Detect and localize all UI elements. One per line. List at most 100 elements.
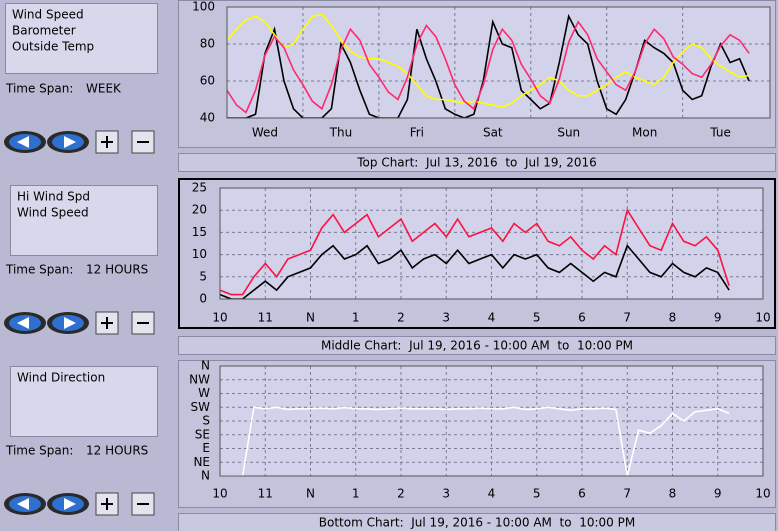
x-tick-label: N — [306, 311, 315, 325]
y-tick-label: 25 — [192, 181, 207, 195]
legend-box — [5, 3, 158, 74]
legend-entry: Outside Temp — [12, 40, 94, 54]
x-tick-label: 11 — [258, 311, 273, 325]
data-line — [220, 244, 730, 299]
y-tick-label: 60 — [200, 74, 215, 88]
zoom-out-button[interactable] — [131, 492, 155, 516]
x-tick-label: 10 — [212, 311, 227, 325]
y-tick-label: W — [198, 386, 210, 400]
x-tick-label: Sun — [557, 126, 580, 140]
zoom-in-button[interactable] — [95, 492, 119, 516]
x-tick-label: 7 — [623, 487, 631, 501]
chart-title: Top Chart: Jul 13, 2016 to Jul 19, 2016 — [356, 156, 596, 170]
zoom-in-button[interactable] — [95, 130, 119, 154]
y-tick-label: SW — [191, 400, 211, 414]
y-tick-label: E — [202, 441, 210, 455]
time-span-value: 12 HOURS — [86, 444, 148, 458]
y-tick-label: 40 — [200, 111, 215, 125]
chart-title: Middle Chart: Jul 19, 2016 - 10:00 AM to… — [321, 339, 633, 353]
y-tick-label: NW — [189, 372, 210, 386]
zoom-in-button[interactable] — [95, 311, 119, 335]
x-tick-label: Mon — [632, 126, 657, 140]
time-span-label: Time Span: — [5, 82, 73, 96]
x-tick-label: Thu — [329, 126, 353, 140]
x-tick-label: 2 — [397, 311, 405, 325]
controls-1 — [4, 130, 155, 154]
next-button[interactable] — [47, 312, 89, 334]
legend-entry: Wind Direction — [17, 371, 105, 385]
data-line — [220, 208, 730, 296]
y-tick-label: 10 — [192, 247, 207, 261]
controls-3 — [4, 492, 155, 516]
y-tick-label: 100 — [192, 0, 215, 14]
time-span-label: Time Span: — [5, 263, 73, 277]
time-span-value: WEEK — [86, 82, 122, 96]
plot-border — [219, 365, 764, 477]
x-tick-label: 4 — [488, 311, 496, 325]
next-button[interactable] — [47, 131, 89, 153]
chart-title: Bottom Chart: Jul 19, 2016 - 10:00 AM to… — [319, 516, 635, 530]
prev-button[interactable] — [4, 493, 46, 515]
caption-bar — [178, 336, 776, 355]
x-tick-label: 1 — [352, 487, 360, 501]
x-tick-label: Fri — [410, 126, 424, 140]
legend-entry: Wind Speed — [17, 206, 89, 220]
zoom-out-button[interactable] — [131, 311, 155, 335]
plot-border — [226, 6, 771, 119]
plot-border — [219, 187, 764, 300]
x-tick-label: 7 — [623, 311, 631, 325]
x-tick-label: Sat — [483, 126, 503, 140]
x-tick-label: 3 — [442, 311, 450, 325]
y-tick-label: SE — [195, 427, 210, 441]
prev-button[interactable] — [4, 131, 46, 153]
y-tick-label: 20 — [192, 203, 207, 217]
x-tick-label: 3 — [442, 487, 450, 501]
chart-panel: 40 60 80 100 Wed Thu Fri Sat Sun Mon Tue Top Chart:… — [5, 0, 776, 172]
x-tick-label: N — [306, 487, 315, 501]
legend-entry: Barometer — [12, 24, 76, 38]
y-tick-label: 0 — [199, 292, 207, 306]
x-tick-label: 1 — [352, 311, 360, 325]
prev-button[interactable] — [4, 312, 46, 334]
chart-panel: 0 5 10 15 20 25 10 11 N 1 2 3 4 5 6 7 8 9 10 Middle Chart: … — [5, 178, 776, 355]
x-tick-label: 2 — [397, 487, 405, 501]
legend-entry: Hi Wind Spd — [17, 190, 90, 204]
y-tick-label: S — [202, 414, 210, 428]
x-tick-label: 5 — [533, 311, 541, 325]
x-tick-label: 10 — [755, 487, 770, 501]
caption-bar — [178, 153, 776, 172]
x-tick-label: 8 — [669, 487, 677, 501]
y-tick-label: NE — [193, 455, 210, 469]
y-tick-label: 80 — [200, 37, 215, 51]
x-tick-label: 5 — [533, 487, 541, 501]
x-tick-label: 10 — [755, 311, 770, 325]
x-tick-label: 9 — [714, 487, 722, 501]
caption-bar — [178, 513, 776, 531]
x-tick-label: Tue — [709, 126, 731, 140]
x-tick-label: Wed — [252, 126, 278, 140]
zoom-out-button[interactable] — [131, 130, 155, 154]
data-line — [227, 13, 750, 118]
legend-box — [10, 366, 158, 437]
next-button[interactable] — [47, 493, 89, 515]
time-span-label: Time Span: — [5, 444, 73, 458]
x-tick-label: 6 — [578, 487, 586, 501]
x-tick-label: 9 — [714, 311, 722, 325]
plot-area — [226, 6, 771, 119]
x-tick-label: 6 — [578, 311, 586, 325]
time-span-value: 12 HOURS — [86, 263, 148, 277]
data-line — [220, 406, 730, 476]
y-tick-label: N — [201, 359, 210, 373]
x-tick-label: 11 — [258, 487, 273, 501]
x-tick-label: 8 — [669, 311, 677, 325]
y-tick-label: 15 — [192, 225, 207, 239]
data-line — [227, 13, 750, 108]
data-line — [227, 20, 750, 114]
legend-entry: Wind Speed — [12, 8, 84, 22]
y-tick-label: N — [201, 469, 210, 483]
x-tick-label: 4 — [488, 487, 496, 501]
x-tick-label: 10 — [212, 487, 227, 501]
controls-2 — [4, 311, 155, 335]
